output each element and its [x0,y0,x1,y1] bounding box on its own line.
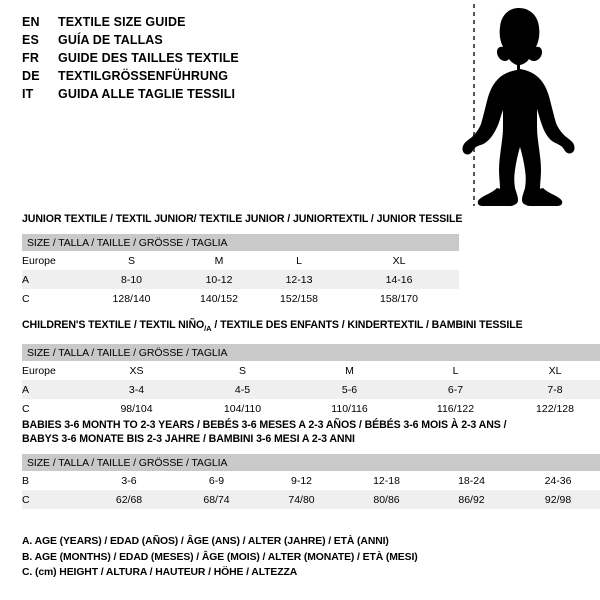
language-title: GUIDA ALLE TAGLIE TESSILI [58,87,236,101]
table-cell: XL [392,254,406,267]
row-label: Europe [22,254,56,267]
table-cell: 4-5 [189,380,296,400]
section-title-babies-line1: BABIES 3-6 MONTH TO 2-3 YEARS / BEBÉS 3-… [22,419,507,431]
row-label: A [22,380,84,400]
table-cell: 110/116 [331,402,368,415]
table-cell: 62/68 [84,490,174,509]
section-babies-textile: BABIES 3-6 MONTH TO 2-3 YEARS / BEBÉS 3-… [0,418,600,509]
language-row: IT GUIDA ALLE TAGLIE TESSILI [22,85,422,103]
section-title-babies-line2: BABYS 3-6 MONATE BIS 2-3 JAHRE / BAMBINI… [22,433,355,445]
language-row: FR GUIDE DES TAILLES TEXTILE [22,49,422,67]
table-cell: S [127,254,135,267]
table-cell: M [345,364,354,377]
table-cell: L [296,254,302,267]
table-cell: 6-9 [208,474,225,487]
language-code: EN [22,15,40,29]
language-code: ES [22,33,40,47]
table-cell: M [214,254,224,267]
table-row: Europe XS S M L XL [22,361,600,380]
table-row: A 8-10 10-12 12-13 14-16 [22,270,460,289]
table-cell: 3-6 [121,474,137,487]
table-cell: 116/122 [436,402,475,415]
table-cell: XL [548,364,562,377]
row-label: C [22,402,30,415]
table-row: B 3-6 6-9 9-12 12-18 18-24 24-36 [22,471,600,490]
section-title-children-post: / TEXTILE DES ENFANTS / KINDERTEXTIL / B… [211,319,523,331]
table-cell: 158/170 [380,292,418,305]
table-header-bar: SIZE / TALLA / TAILLE / GRÖSSE / TAGLIA [22,234,460,251]
section-childrens-textile: CHILDREN'S TEXTILE / TEXTIL NIÑO/A / TEX… [0,318,600,418]
row-label: A [22,270,84,289]
size-bar-label: SIZE / TALLA / TAILLE / GRÖSSE / TAGLIA [22,454,600,471]
legend-line-b: B. AGE (MONTHS) / EDAD (MESES) / ÂGE (MO… [22,551,418,563]
section-junior-textile: JUNIOR TEXTILE / TEXTIL JUNIOR/ TEXTILE … [0,212,462,308]
table-cell: 3-4 [84,380,189,400]
table-cell: 80/86 [344,490,429,509]
table-cell: 8-10 [84,270,179,289]
table-cell: 152/158 [280,292,318,305]
row-label: Europe [22,364,56,377]
language-row: ES GUÍA DE TALLAS [22,31,422,49]
table-cell: 10-12 [179,270,259,289]
table-cell: 12-13 [259,270,339,289]
babies-size-table: SIZE / TALLA / TAILLE / GRÖSSE / TAGLIA … [22,454,600,509]
table-cell: 92/98 [514,490,600,509]
table-cell: 98/104 [120,402,153,415]
language-title: GUIDE DES TAILLES TEXTILE [58,51,239,65]
table-cell: XS [129,364,144,377]
table-cell: 18-24 [458,474,485,487]
row-label: B [22,474,30,487]
language-title: TEXTILE SIZE GUIDE [58,15,186,29]
junior-size-table: SIZE / TALLA / TAILLE / GRÖSSE / TAGLIA … [22,234,460,308]
table-cell: 5-6 [296,380,403,400]
children-size-table: SIZE / TALLA / TAILLE / GRÖSSE / TAGLIA … [22,344,600,418]
language-code: IT [22,87,34,101]
table-header-bar: SIZE / TALLA / TAILLE / GRÖSSE / TAGLIA [22,344,600,362]
size-bar-label: SIZE / TALLA / TAILLE / GRÖSSE / TAGLIA [22,234,460,251]
row-label: C [22,292,30,305]
table-cell: 140/152 [200,292,238,305]
table-row: C 128/140 140/152 152/158 158/170 [22,289,459,308]
table-row: C 98/104 104/110 110/116 116/122 122/128 [22,399,600,418]
legend-line-a: A. AGE (YEARS) / EDAD (AÑOS) / ÂGE (ANS)… [22,536,389,547]
table-cell: 14-16 [339,270,460,289]
table-cell: 68/74 [174,490,259,509]
table-cell: 6-7 [403,380,508,400]
section-title-children-subscript: /A [204,324,212,334]
table-cell: 7-8 [508,380,600,400]
section-title-children: CHILDREN'S TEXTILE / TEXTIL NIÑO/A / TEX… [22,318,600,336]
size-illustration: C [440,0,600,210]
table-cell: 24-36 [544,474,572,487]
table-row: C 62/68 68/74 74/80 80/86 86/92 92/98 [22,490,600,509]
row-label: C [22,490,84,509]
table-cell: 104/110 [223,402,262,415]
language-title: TEXTILGRÖSSENFÜHRUNG [58,69,229,83]
table-cell: S [238,364,246,377]
table-cell: 9-12 [290,474,312,487]
table-cell: L [452,364,459,377]
language-title-block: EN TEXTILE SIZE GUIDE ES GUÍA DE TALLAS … [22,13,422,103]
table-cell: 12-18 [373,474,400,487]
table-cell: 74/80 [259,490,344,509]
language-code: FR [22,51,40,65]
size-bar-label: SIZE / TALLA / TAILLE / GRÖSSE / TAGLIA [22,344,600,362]
language-title: GUÍA DE TALLAS [58,33,163,47]
section-title-junior: JUNIOR TEXTILE / TEXTIL JUNIOR/ TEXTILE … [22,213,463,225]
table-row: A 3-4 4-5 5-6 6-7 7-8 [22,380,600,400]
table-cell: 86/92 [429,490,514,509]
table-row: Europe S M L XL [22,251,459,270]
legend-block: A. AGE (YEARS) / EDAD (AÑOS) / ÂGE (ANS)… [22,534,418,581]
legend-line-c: C. (cm) HEIGHT / ALTURA / HAUTEUR / HÖHE… [22,567,298,578]
language-row: DE TEXTILGRÖSSENFÜHRUNG [22,67,422,85]
language-code: DE [22,69,40,83]
table-cell: 128/140 [112,292,151,305]
section-title-children-pre: CHILDREN'S TEXTILE / TEXTIL NIÑO [22,319,205,331]
toddler-silhouette-icon [462,4,575,206]
table-header-bar: SIZE / TALLA / TAILLE / GRÖSSE / TAGLIA [22,454,600,471]
table-cell: 122/128 [536,402,574,415]
language-row: EN TEXTILE SIZE GUIDE [22,13,422,31]
